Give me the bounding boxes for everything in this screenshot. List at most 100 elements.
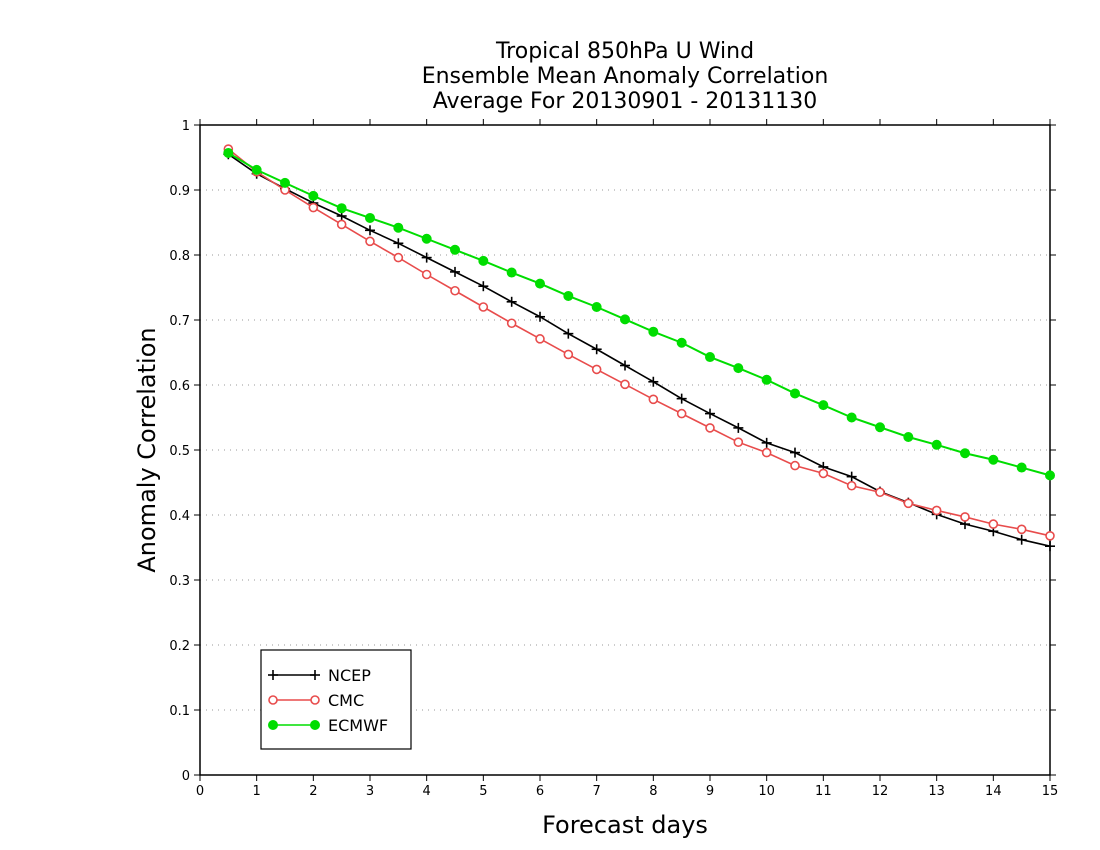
legend-ncep-data-point [310,670,320,680]
ncep-data-point [1016,534,1027,545]
cmc-data-point [1016,524,1027,535]
ecmwf-data-point [818,400,829,411]
ecmwf-data-point [535,278,545,289]
ecmwf-data-point [620,314,630,325]
ncep-data-point [676,393,687,404]
cmc-data-point [733,437,744,448]
cmc-data-point [506,318,517,329]
cmc-data-point [591,364,602,375]
cmc-data-point [790,460,800,471]
x-tick-label: 4 [423,784,431,799]
ecmwf-data-point [790,388,800,399]
cmc-data-point [705,423,715,433]
ncep-data-point [393,238,404,249]
ecmwf-data-point [761,374,772,385]
ecmwf-data-point [846,412,857,423]
ecmwf-data-point [506,267,517,278]
chart-title-line: Ensemble Mean Anomaly Correlation [422,64,829,89]
ecmwf-data-point [251,164,262,175]
chart-title-line: Tropical 850hPa U Wind [495,39,754,64]
ncep-data-point [478,281,489,292]
x-tick-label: 11 [815,784,832,799]
y-tick-label: 1 [182,119,190,134]
x-tick-label: 13 [928,784,945,799]
cmc-data-point [365,236,375,247]
x-tick-label: 3 [366,784,374,799]
ecmwf-data-point [705,352,715,363]
ecmwf-data-point [563,290,574,301]
y-tick-label: 0.2 [169,639,190,654]
x-tick-label: 12 [872,784,889,799]
ecmwf-data-point [336,203,347,214]
cmc-data-point [988,519,999,529]
y-tick-label: 0.7 [169,314,190,329]
legend-box [260,649,412,750]
ncep-data-point [365,225,375,236]
legend-cmc-data-point [268,695,278,705]
x-tick-label: 7 [593,784,601,799]
gridlines [200,189,1050,711]
legend-entry-cmc: CMC [268,691,364,710]
cmc-data-point [620,379,630,390]
cmc-data-point [960,512,970,522]
ecmwf-data-point [960,448,970,459]
ncep-data-point [733,422,744,433]
legend-label: CMC [328,691,364,710]
ecmwf-data-point [648,326,659,337]
y-tick-label: 0.8 [169,249,190,264]
ecmwf-series [223,147,1055,481]
ncep-data-point [761,437,772,448]
ecmwf-data-point [421,233,432,244]
ncep-data-point [705,408,715,419]
cmc-data-point [931,505,942,516]
legend-entry-ecmwf: ECMWF [268,716,388,735]
y-tick-label: 0.6 [169,379,190,394]
x-tick-label: 0 [196,784,204,799]
cmc-data-point [676,408,687,419]
x-tick-label: 2 [309,784,317,799]
ncep-data-point [648,376,659,387]
ecmwf-data-point [1016,462,1027,473]
x-axis-title: Forecast days [542,811,708,839]
ecmwf-data-point [478,255,489,266]
cmc-line [227,148,1051,537]
cmc-data-point [818,468,829,479]
ncep-data-point [591,344,602,355]
y-tick-label: 0.3 [169,574,190,589]
y-tick-label: 0.1 [169,704,190,719]
cmc-data-point [648,394,659,405]
cmc-data-point [761,447,772,458]
ncep-data-point [421,252,432,263]
ecmwf-data-point [308,190,319,201]
ecmwf-data-point [931,439,942,450]
ecmwf-data-point [223,147,234,158]
cmc-data-point [336,219,347,230]
cmc-data-point [875,487,885,498]
x-tick-label: 15 [1042,784,1059,799]
x-tick-label: 14 [985,784,1002,799]
cmc-data-point [393,252,404,263]
ecmwf-data-point [875,422,885,433]
cmc-data-point [308,202,319,213]
cmc-series [223,144,1055,541]
ncep-data-point [846,471,857,482]
ecmwf-data-point [1045,470,1055,481]
ncep-data-point [535,311,545,322]
legend-cmc-data-point [310,695,320,705]
legend-ncep-data-point [268,670,278,680]
ecmwf-data-point [733,363,744,374]
cmc-data-point [846,480,857,491]
legend-label: ECMWF [328,716,388,735]
ecmwf-data-point [280,177,290,188]
ecmwf-data-point [365,212,375,223]
ecmwf-line [227,152,1051,477]
ncep-data-point [563,328,574,339]
ecmwf-data-point [676,337,687,348]
cmc-data-point [478,302,489,312]
y-tick-label: 0.5 [169,444,190,459]
x-tick-label: 8 [649,784,657,799]
ncep-data-point [1045,541,1055,552]
legend-entry-ncep: NCEP [268,666,371,685]
